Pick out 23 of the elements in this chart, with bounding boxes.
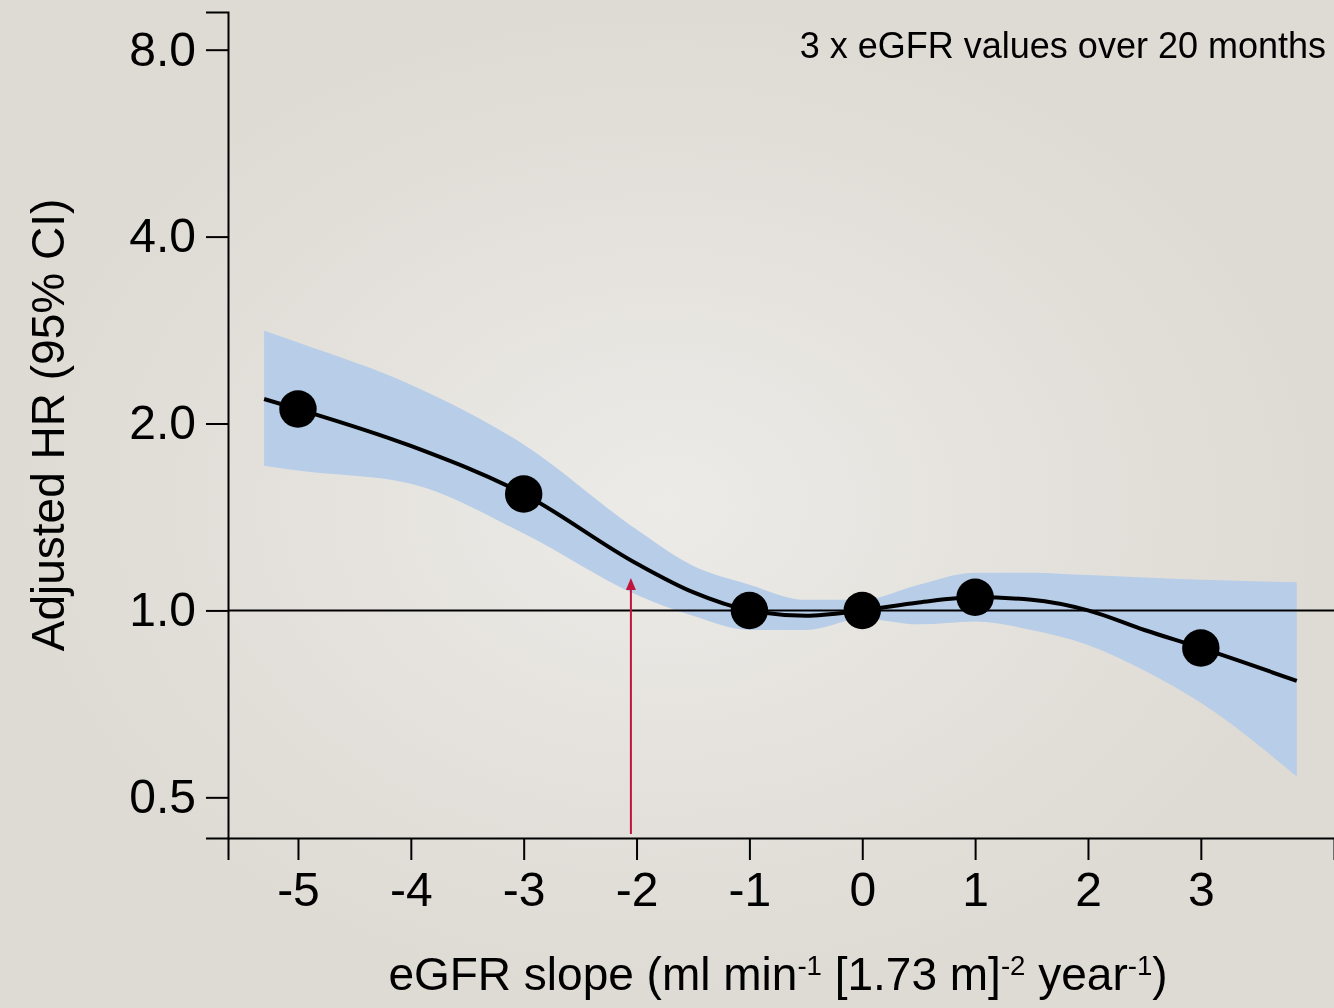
y-tick-label: 1.0 xyxy=(129,583,196,637)
y-tick-label: 8.0 xyxy=(129,22,196,76)
x-tick-label: -3 xyxy=(502,863,546,917)
point xyxy=(279,390,317,428)
x-tick-label: 3 xyxy=(1187,863,1215,917)
point xyxy=(1182,629,1220,667)
annotation: 3 x eGFR values over 20 months xyxy=(799,25,1326,66)
y-axis-title: Adjusted HR (95% CI) xyxy=(22,198,74,652)
x-tick-label: 1 xyxy=(962,863,989,917)
x-tick-label: -5 xyxy=(277,863,320,917)
x-tick-label: 0 xyxy=(849,863,877,917)
point xyxy=(956,578,994,616)
x-axis-title: eGFR slope (ml min$^{-1}$ [1.73 m]$^{-2}$ year$^{-1}$) xyxy=(388,948,1168,1000)
y-tick-label: 4.0 xyxy=(129,209,196,263)
point xyxy=(504,475,543,513)
x-tick-label: -2 xyxy=(615,863,659,917)
x-tick-label: -1 xyxy=(728,863,772,917)
x-tick-label: -4 xyxy=(389,863,433,917)
x-tick-label: 2 xyxy=(1075,863,1102,917)
y-tick-label: 2.0 xyxy=(129,396,196,450)
point xyxy=(843,591,881,630)
point xyxy=(730,591,769,630)
y-tick-label: 0.5 xyxy=(129,770,196,824)
